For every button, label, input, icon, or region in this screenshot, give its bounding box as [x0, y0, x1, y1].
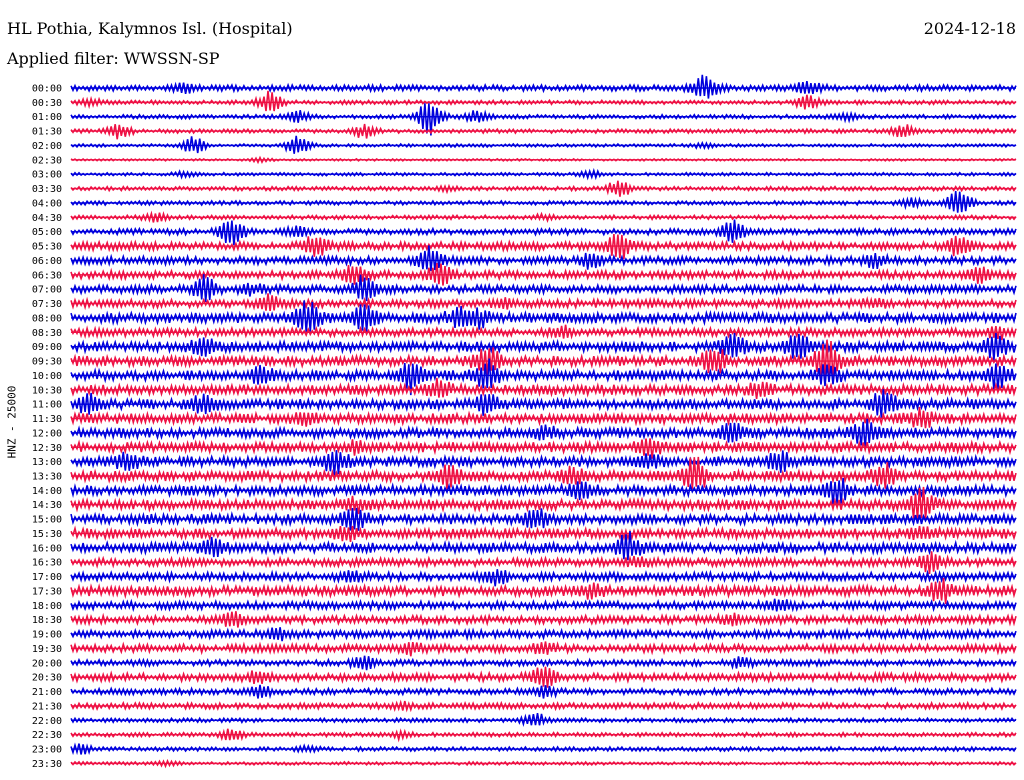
time-label: 08:00	[32, 313, 62, 324]
date-label: 2024-12-18	[923, 19, 1016, 38]
time-label: 09:00	[32, 342, 62, 353]
trace-1700	[70, 569, 1017, 587]
trace-0400	[70, 191, 1017, 213]
time-label: 13:00	[32, 457, 62, 468]
time-label: 06:00	[32, 256, 62, 267]
time-label: 18:30	[32, 615, 62, 626]
trace-1600	[70, 531, 1017, 561]
time-label: 01:00	[32, 112, 62, 123]
time-label: 15:00	[32, 515, 62, 526]
trace-1400	[70, 478, 1017, 505]
time-label: 20:00	[32, 658, 62, 669]
time-label: 11:30	[32, 414, 62, 425]
trace-2100	[70, 684, 1017, 700]
time-label: 07:30	[32, 299, 62, 310]
time-label: 02:00	[32, 141, 62, 152]
trace-0500	[70, 219, 1017, 246]
time-label: 21:00	[32, 687, 62, 698]
trace-2030	[70, 666, 1017, 688]
trace-1730	[70, 577, 1017, 604]
time-label: 03:30	[32, 184, 62, 195]
time-label: 22:30	[32, 730, 62, 741]
time-label: 02:30	[32, 155, 62, 166]
trace-0930	[70, 339, 1017, 382]
time-label: 06:30	[32, 270, 62, 281]
trace-1430	[70, 486, 1017, 520]
time-label: 04:30	[32, 213, 62, 224]
time-label: 17:30	[32, 586, 62, 597]
time-label: 05:00	[32, 227, 62, 238]
trace-0800	[70, 300, 1017, 334]
time-label: 05:30	[32, 242, 62, 253]
time-label: 07:00	[32, 285, 62, 296]
time-label: 11:00	[32, 400, 62, 411]
time-label: 23:00	[32, 745, 62, 756]
time-label: 17:00	[32, 572, 62, 583]
time-label: 19:00	[32, 630, 62, 641]
time-label: 04:00	[32, 198, 62, 209]
filter-label: Applied filter: WWSSN-SP	[7, 49, 220, 68]
time-label: 18:00	[32, 601, 62, 612]
time-label: 23:30	[32, 759, 62, 770]
time-label: 09:30	[32, 357, 62, 368]
time-label: 10:30	[32, 385, 62, 396]
trace-0030	[70, 90, 1017, 112]
time-label: 10:00	[32, 371, 62, 382]
trace-0700	[70, 274, 1017, 302]
time-label: 00:30	[32, 98, 62, 109]
time-label: 08:30	[32, 328, 62, 339]
time-label: 22:00	[32, 716, 62, 727]
time-label: 19:30	[32, 644, 62, 655]
trace-1500	[70, 507, 1017, 531]
time-label: 21:30	[32, 701, 62, 712]
station-title: HL Pothia, Kalymnos Isl. (Hospital)	[7, 19, 293, 38]
time-label: 00:00	[32, 84, 62, 95]
trace-1030	[70, 377, 1017, 400]
trace-0000	[70, 74, 1017, 99]
time-label: 14:30	[32, 500, 62, 511]
time-label: 15:30	[32, 529, 62, 540]
trace-1230	[70, 438, 1017, 459]
time-label: 12:00	[32, 428, 62, 439]
trace-1000	[70, 358, 1017, 396]
time-label: 16:30	[32, 558, 62, 569]
time-label: 16:00	[32, 543, 62, 554]
time-label: 01:30	[32, 127, 62, 138]
time-label: 13:30	[32, 471, 62, 482]
time-label: 20:30	[32, 673, 62, 684]
time-label: 14:00	[32, 486, 62, 497]
trace-2200	[70, 712, 1017, 728]
time-label: 12:30	[32, 443, 62, 454]
time-label: 03:00	[32, 170, 62, 181]
